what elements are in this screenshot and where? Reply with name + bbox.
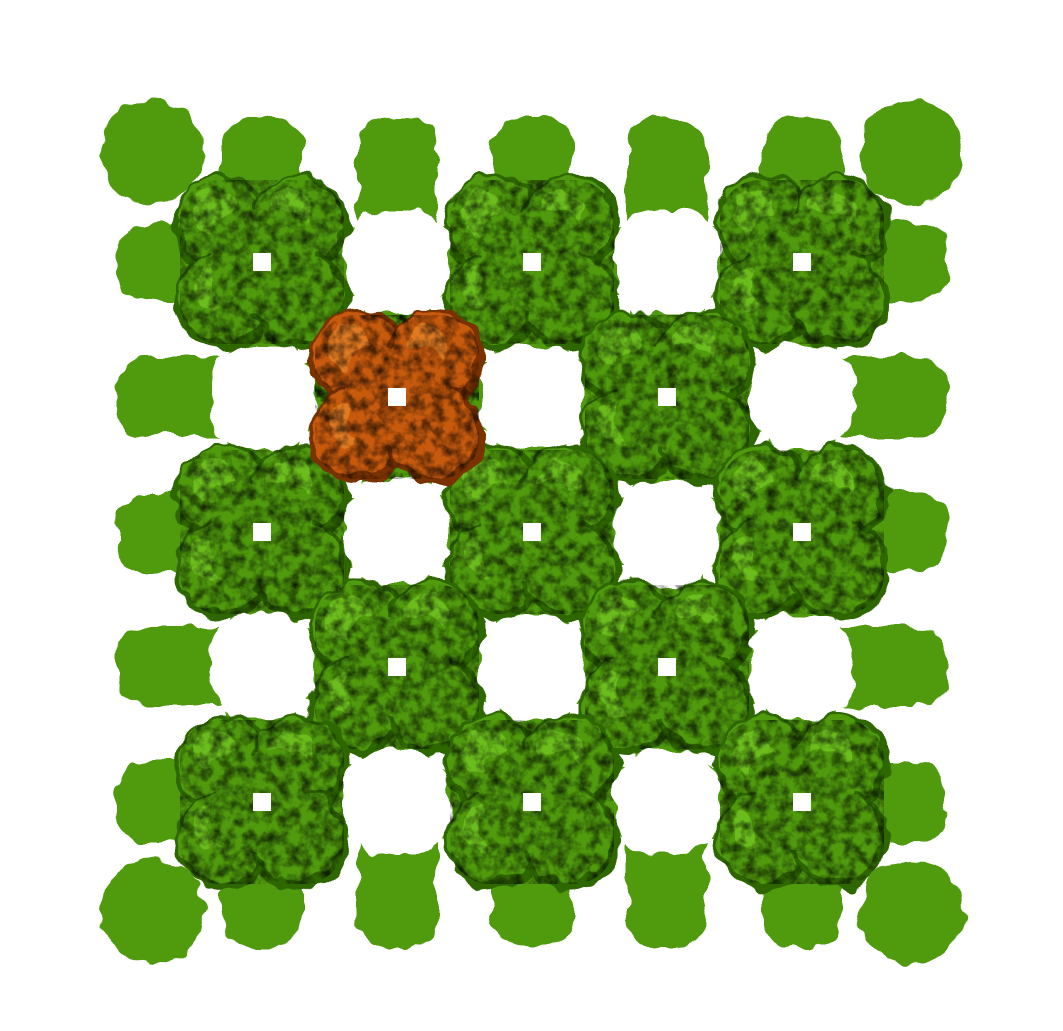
highlighted-unit-layer	[309, 309, 485, 485]
lattice-hole	[345, 210, 449, 314]
rim-corner-knob	[100, 100, 204, 204]
lattice-unit-pore	[253, 793, 271, 811]
lattice-hole	[615, 750, 719, 854]
lattice-layer	[100, 100, 964, 964]
lattice-unit-pore	[793, 793, 811, 811]
lattice-unit-pore	[253, 253, 271, 271]
lattice-hole	[210, 345, 314, 449]
lattice-unit-pore	[523, 793, 541, 811]
rim-corner-knob	[860, 860, 964, 964]
lattice-hole	[750, 345, 854, 449]
lattice-hole	[480, 615, 584, 719]
lattice-hole	[345, 750, 449, 854]
highlighted-unit-pore	[388, 388, 406, 406]
lattice-hole	[615, 480, 719, 584]
lattice-hole	[750, 615, 854, 719]
lattice-hole	[210, 615, 314, 719]
lattice-unit-pore	[523, 253, 541, 271]
lattice-unit-pore	[793, 523, 811, 541]
lattice-unit-pore	[658, 658, 676, 676]
lattice-unit-pore	[658, 388, 676, 406]
lattice-hole	[480, 345, 584, 449]
lattice-unit-pore	[523, 523, 541, 541]
rim-corner-knob	[100, 860, 204, 964]
lattice-unit-pore	[253, 523, 271, 541]
lattice-hole	[615, 210, 719, 314]
lattice-hole	[345, 480, 449, 584]
rim-corner-knob	[860, 100, 964, 204]
lattice-unit-pore	[388, 658, 406, 676]
lattice-unit-pore	[793, 253, 811, 271]
